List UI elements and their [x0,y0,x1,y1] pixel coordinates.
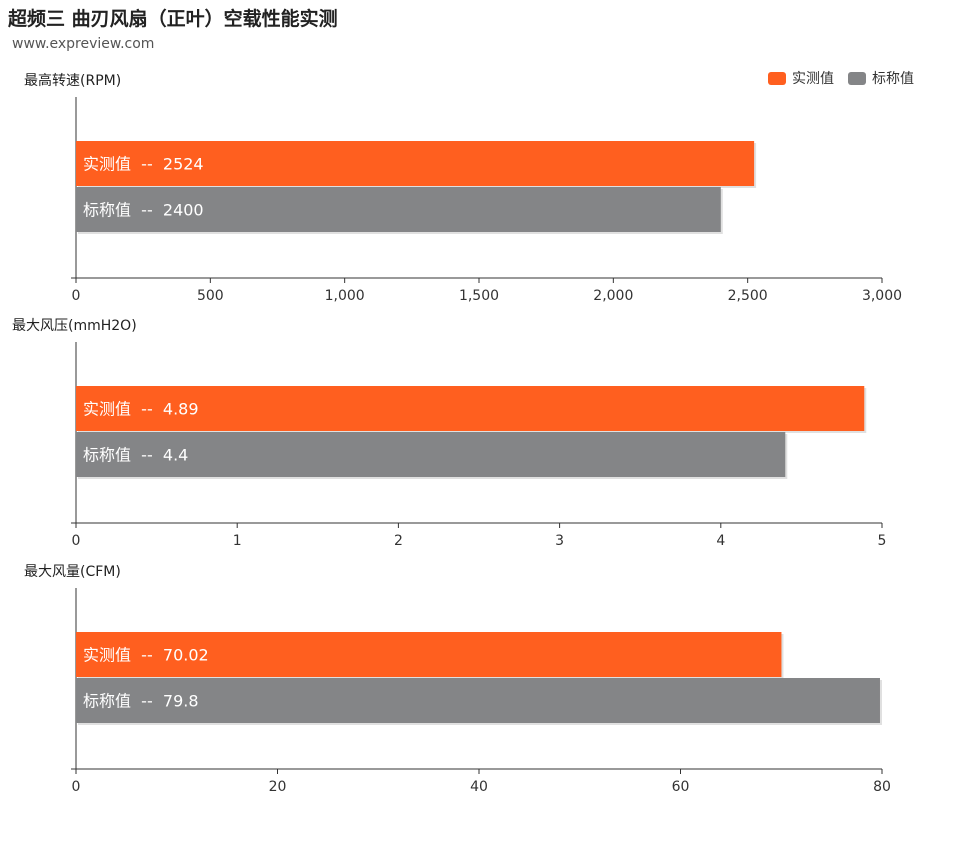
legend-item-measured[interactable]: 实测值 [768,68,834,88]
legend-swatch-measured [768,71,786,85]
x-tick-label-1-0: 0 [72,533,81,549]
bar-label-1-1: 标称值 -- 4.4 [83,446,188,465]
x-tick-label-0-6: 3,000 [862,288,902,304]
bar-2-0 [76,632,782,677]
x-tick-label-2-2: 40 [470,779,488,795]
bar-label-1-0: 实测值 -- 4.89 [83,400,199,419]
bar-1-0 [76,386,865,431]
bar-1-1 [76,432,786,477]
bar-label-2-0: 实测值 -- 70.02 [83,646,209,665]
x-tick-label-1-3: 3 [555,533,564,549]
x-tick-label-2-4: 80 [873,779,891,795]
x-tick-label-0-4: 2,000 [593,288,633,304]
x-tick-label-1-4: 4 [716,533,725,549]
bar-label-0-1: 标称值 -- 2400 [83,201,204,220]
x-tick-label-0-0: 0 [72,288,81,304]
bar-label-2-1: 标称值 -- 79.8 [83,692,199,711]
x-tick-label-1-5: 5 [878,533,887,549]
legend: 实测值 标称值 [768,68,914,88]
panel-title-1: 最大风压(mmH2O) [12,318,137,334]
bar-2-1 [76,678,880,723]
legend-label-rated: 标称值 [872,71,914,87]
x-tick-label-2-0: 0 [72,779,81,795]
source-url: www.expreview.com [12,36,155,52]
legend-item-rated[interactable]: 标称值 [848,68,914,88]
panel-title-2: 最大风量(CFM) [24,564,121,580]
x-tick-label-1-2: 2 [394,533,403,549]
x-tick-label-0-3: 1,500 [459,288,499,304]
x-tick-label-0-5: 2,500 [728,288,768,304]
x-tick-label-0-2: 1,000 [325,288,365,304]
panel-title-0: 最高转速(RPM) [24,72,121,89]
x-tick-label-1-1: 1 [233,533,242,549]
bar-label-0-0: 实测值 -- 2524 [83,155,204,174]
x-tick-label-2-1: 20 [269,779,287,795]
bar-0-0 [76,141,755,186]
legend-label-measured: 实测值 [792,71,834,87]
x-tick-label-0-1: 500 [197,288,224,304]
bar-0-1 [76,187,721,232]
x-tick-label-2-3: 60 [672,779,690,795]
chart-title: 超频三 曲刃风扇（正叶）空载性能实测 [8,8,338,30]
legend-swatch-rated [848,71,866,85]
